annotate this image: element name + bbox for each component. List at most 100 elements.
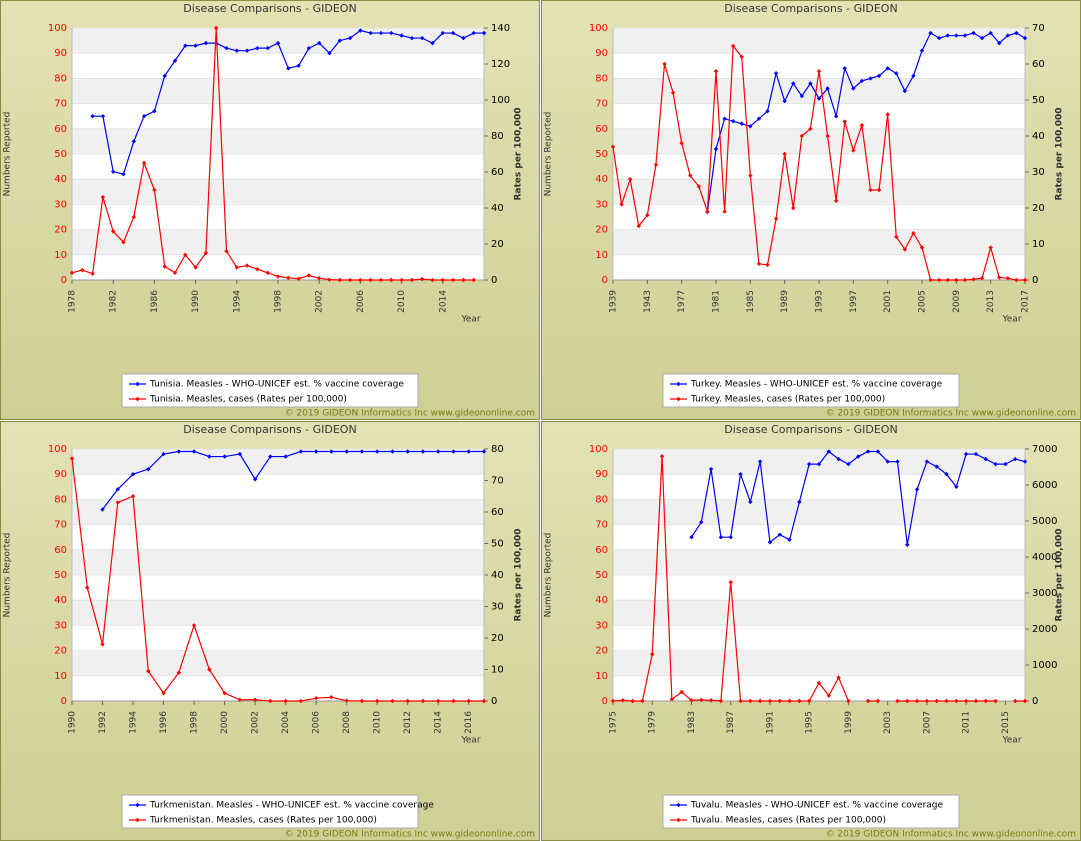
y-tick-label: 40 <box>595 174 608 185</box>
data-point <box>436 698 441 704</box>
data-point <box>399 33 404 38</box>
data-point <box>389 30 394 36</box>
y2-tick-label: 40 <box>1032 131 1045 142</box>
data-point <box>894 71 899 76</box>
data-point <box>162 73 167 79</box>
grid-band <box>613 28 1025 54</box>
data-point <box>409 35 415 41</box>
y-tick-label: 90 <box>595 469 608 480</box>
data-point <box>924 698 930 704</box>
y-tick-label: 10 <box>595 671 608 682</box>
x-tick-label: 1982 <box>109 290 119 313</box>
data-point <box>265 45 270 51</box>
data-point <box>390 698 395 704</box>
y-tick-label: 40 <box>54 174 67 185</box>
data-point <box>481 30 487 36</box>
legend-label: Tuvalu. Measles, cases (Rates per 100,00… <box>690 816 886 826</box>
data-point <box>934 698 939 704</box>
data-point <box>481 449 487 454</box>
y-tick-label: 0 <box>602 275 608 286</box>
x-tick-label: 2011 <box>962 711 972 734</box>
data-point <box>327 51 332 56</box>
data-point <box>224 45 229 51</box>
data-point <box>100 507 105 512</box>
data-point <box>80 267 85 273</box>
data-point <box>842 66 847 71</box>
grid-band <box>72 449 484 475</box>
data-point <box>836 456 841 462</box>
data-point <box>337 38 342 43</box>
y2-axis-label: Rates per 100,000 <box>514 107 524 200</box>
y-tick-label: 0 <box>61 696 67 707</box>
data-point <box>130 494 136 499</box>
data-point <box>252 697 258 702</box>
y2-tick-label: 1000 <box>1032 660 1057 671</box>
x-tick-label: 2016 <box>464 711 474 734</box>
data-point <box>806 698 812 704</box>
grid-band <box>72 229 484 255</box>
x-tick-label: 1975 <box>609 711 619 734</box>
data-point <box>358 28 363 33</box>
y2-tick-label: 3000 <box>1032 588 1057 599</box>
x-tick-label: 2012 <box>403 711 413 734</box>
grid-band <box>72 650 484 676</box>
data-point <box>203 40 209 46</box>
data-point <box>152 108 157 114</box>
data-point <box>347 277 353 283</box>
grid-band <box>72 179 484 205</box>
data-point <box>121 240 126 245</box>
x-tick-label: 1981 <box>712 290 722 313</box>
data-point <box>296 63 301 68</box>
data-point <box>451 698 456 704</box>
series-line <box>71 458 484 702</box>
data-point <box>100 195 106 200</box>
x-tick-label: 1995 <box>805 711 815 734</box>
data-point <box>797 698 802 704</box>
data-point <box>176 449 182 454</box>
y2-tick-label: 100 <box>491 95 510 106</box>
data-point <box>630 698 635 704</box>
data-point <box>713 146 719 152</box>
data-point <box>791 205 796 211</box>
x-tick-label: 2005 <box>918 290 928 313</box>
grid-band <box>613 499 1025 525</box>
data-point <box>255 45 260 51</box>
grid-band <box>72 128 484 154</box>
data-point <box>816 680 822 686</box>
data-point <box>914 698 920 704</box>
y-tick-label: 60 <box>595 124 608 135</box>
legend-marker <box>676 817 681 823</box>
x-tick-label: 2007 <box>922 711 932 734</box>
x-tick-label: 1994 <box>232 290 242 313</box>
data-point <box>306 45 312 51</box>
data-point <box>919 245 925 250</box>
y-tick-label: 70 <box>595 99 608 110</box>
x-tick-label: 2001 <box>883 290 893 313</box>
x-tick-label: 1998 <box>274 290 284 313</box>
data-point <box>856 454 861 459</box>
y2-tick-label: 7000 <box>1032 444 1057 455</box>
data-point <box>327 277 332 282</box>
y-tick-label: 60 <box>54 124 67 135</box>
data-point <box>924 459 930 464</box>
data-point <box>471 30 476 36</box>
panel: Disease Comparisons - GIDEON 0 10 20 30 40 50 6… <box>541 421 1081 841</box>
y2-tick-label: 0 <box>1032 696 1038 707</box>
data-point <box>90 114 95 119</box>
y-tick-label: 50 <box>54 570 67 581</box>
data-point <box>368 30 373 36</box>
grid-band <box>613 449 1025 475</box>
legend-box <box>662 794 960 829</box>
y-tick-label: 80 <box>595 494 608 505</box>
data-point <box>268 698 273 704</box>
data-point <box>409 277 415 283</box>
data-point <box>337 277 342 283</box>
data-point <box>141 160 147 166</box>
y2-tick-label: 140 <box>491 23 510 34</box>
data-point <box>739 121 744 126</box>
data-point <box>973 451 979 457</box>
data-point <box>252 477 258 482</box>
y-axis-label: Numbers Reported <box>544 112 554 197</box>
x-tick-label: 2002 <box>251 711 261 734</box>
x-axis-label: Year <box>460 315 480 325</box>
